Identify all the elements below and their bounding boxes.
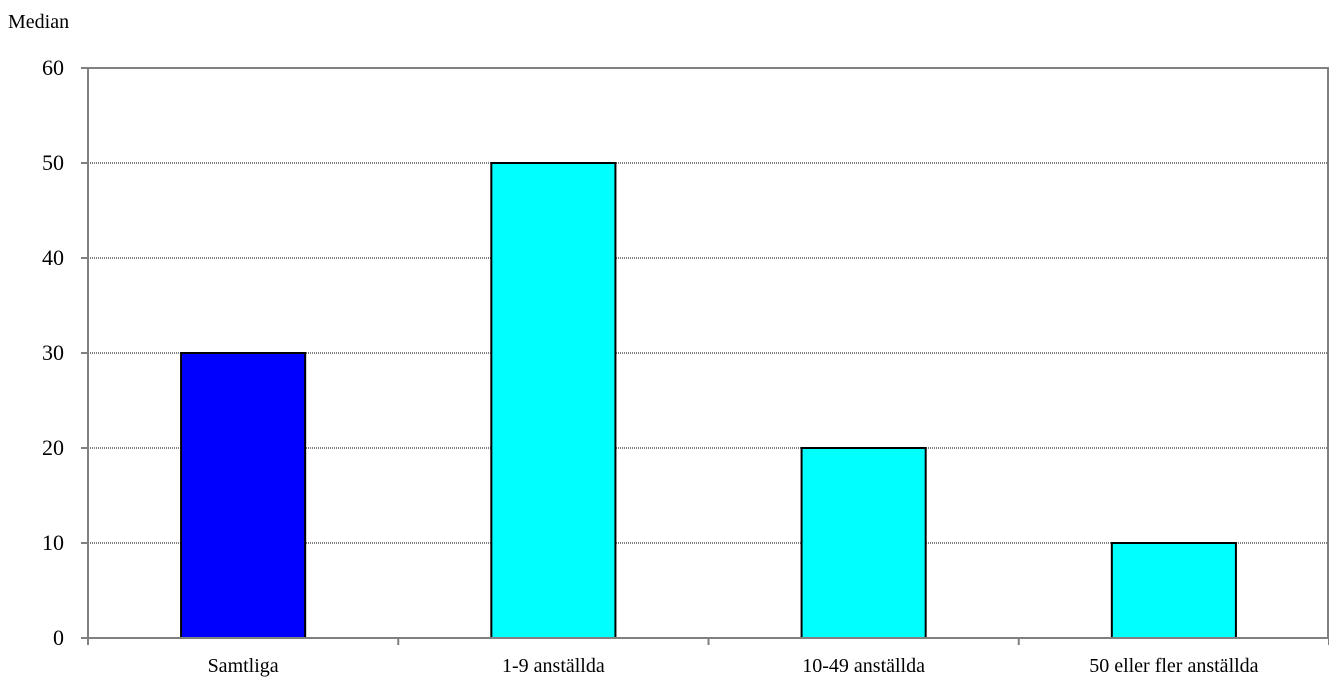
x-tick-label: 1-9 anställda (502, 655, 605, 677)
x-tick-label: Samtliga (208, 655, 279, 677)
x-tick-label: 50 eller fler anställda (1089, 655, 1258, 677)
bars (180, 162, 1237, 639)
x-tick-labels: Samtliga 1-9 anställda 10-49 anställda 50 e… (208, 655, 1259, 677)
y-tick-labels: 0 10 20 30 40 50 60 (42, 55, 64, 650)
bar (490, 162, 617, 639)
y-tick-label: 0 (53, 625, 64, 650)
bar (1110, 542, 1237, 639)
y-tick-label: 10 (42, 530, 64, 555)
y-tick-label: 30 (42, 340, 64, 365)
y-tick-label: 60 (42, 55, 64, 80)
y-tick-label: 50 (42, 150, 64, 175)
x-tick-label: 10-49 anställda (802, 655, 925, 677)
y-tick-label: 40 (42, 245, 64, 270)
bar (180, 352, 307, 639)
bar (800, 447, 927, 639)
axes (81, 67, 1329, 645)
y-axis-label: Median (8, 11, 69, 33)
y-tick-label: 20 (42, 435, 64, 460)
